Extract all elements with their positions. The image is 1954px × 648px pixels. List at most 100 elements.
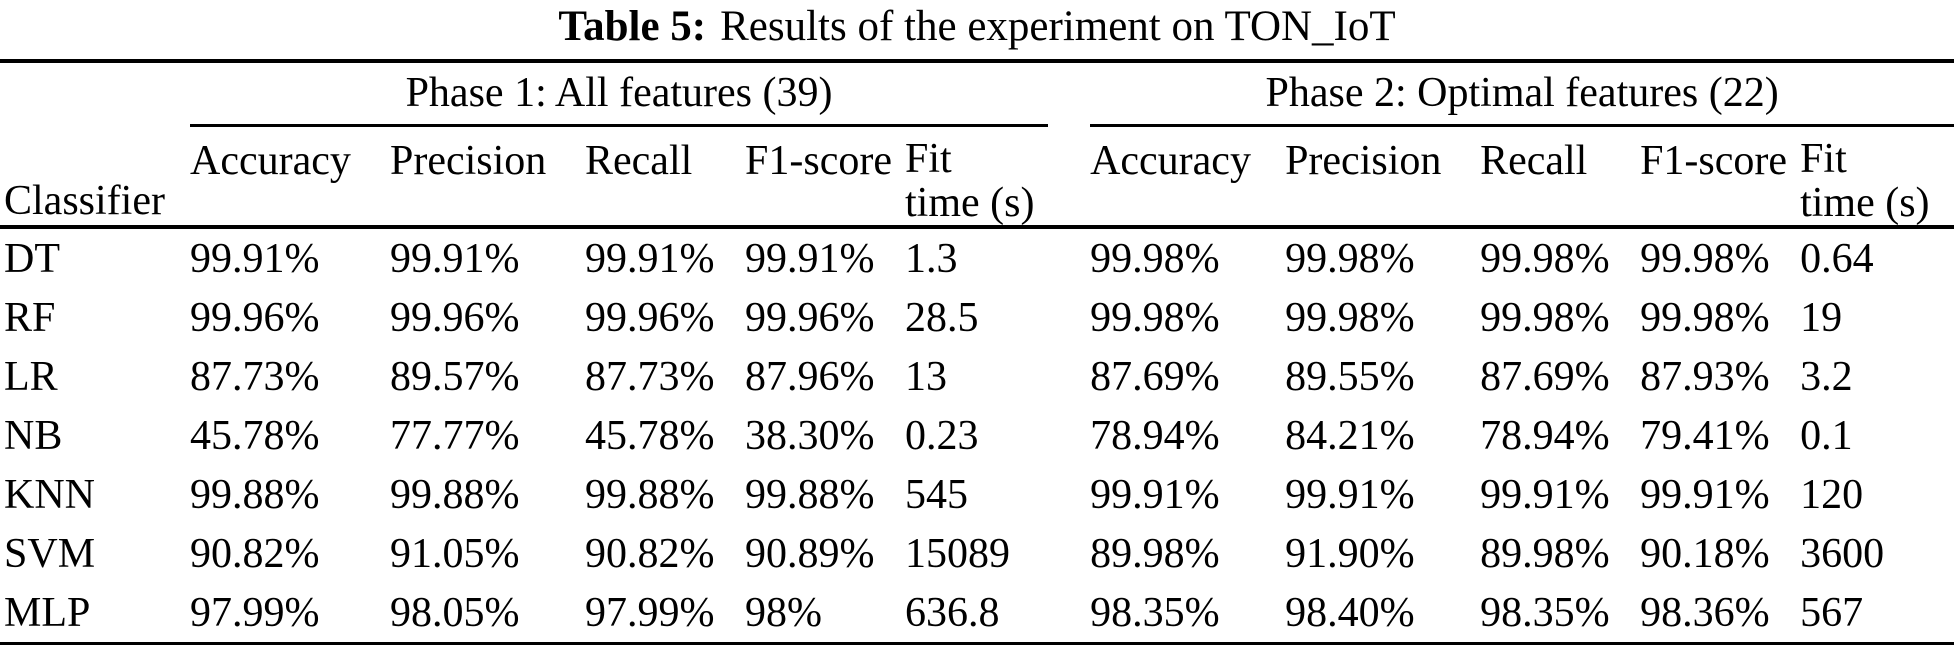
metric-value-cell: 15089 — [905, 530, 1010, 577]
p2-recall-header: Recall — [1480, 127, 1641, 230]
metric-value-cell: 98% — [745, 589, 822, 636]
metric-value-cell: 87.69% — [1090, 353, 1220, 400]
metric-value-cell: 19 — [1800, 294, 1843, 341]
metric-value-cell: 98.35% — [1480, 589, 1610, 636]
phase2-group-label: Phase 2: Optimal features (22) — [1090, 69, 1954, 128]
classifier-cell: SVM — [4, 530, 96, 577]
p2-fit-time-line1: Fit — [1800, 136, 1847, 183]
metric-value-cell: 99.98% — [1285, 294, 1415, 341]
metric-value-cell: 28.5 — [905, 294, 979, 341]
p2-fit-time-header: Fit time (s) — [1800, 127, 1954, 230]
p2-fit-time-line2: time (s) — [1800, 180, 1930, 227]
metric-value-cell: 77.77% — [390, 412, 520, 459]
table-row-mlp: MLP 97.99% 98.05% 97.99% 98% 636.8 98.35… — [0, 583, 1954, 644]
metric-value-cell: 99.91% — [1090, 471, 1220, 518]
metric-value-cell: 99.91% — [390, 235, 520, 282]
metric-value-cell: 99.88% — [190, 471, 320, 518]
p2-precision-header: Precision — [1285, 127, 1481, 230]
metric-value-cell: 3600 — [1800, 530, 1885, 577]
metric-value-cell: 99.98% — [1640, 235, 1770, 282]
group-header-row: Classifier Phase 1: All features (39) Ph… — [0, 61, 1954, 230]
metric-value-cell: 79.41% — [1640, 412, 1770, 459]
metric-value-cell: 98.35% — [1090, 589, 1220, 636]
p1-fit-time-header: Fit time (s) — [905, 127, 1091, 230]
metric-value-cell: 1.3 — [905, 235, 958, 282]
metric-value-cell: 99.98% — [1090, 294, 1220, 341]
metric-value-cell: 98.05% — [390, 589, 520, 636]
p1-fit-time-line2: time (s) — [905, 180, 1035, 227]
metric-header-row: Accuracy Precision Recall F1-score Fit t… — [0, 127, 1954, 230]
table-row-svm: SVM 90.82% 91.05% 90.82% 90.89% 15089 89… — [0, 524, 1954, 583]
phase1-group-label: Phase 1: All features (39) — [190, 69, 1049, 128]
p1-f1-header: F1-score — [745, 127, 905, 230]
metric-value-cell: 545 — [905, 471, 968, 518]
phase1-group-header: Phase 1: All features (39) — [190, 61, 1090, 128]
metric-value-cell: 84.21% — [1285, 412, 1415, 459]
p1-fit-time-line1: Fit — [905, 136, 952, 183]
metric-value-cell: 0.64 — [1800, 235, 1874, 282]
metric-value-cell: 99.88% — [745, 471, 875, 518]
metric-value-cell: 87.73% — [585, 353, 715, 400]
metric-value-cell: 567 — [1800, 589, 1864, 636]
table-row-lr: LR 87.73% 89.57% 87.73% 87.96% 13 87.69%… — [0, 347, 1954, 406]
bottom-rule-gap — [0, 645, 1954, 648]
metric-value-cell: 99.96% — [390, 294, 520, 341]
metric-value-cell: 99.91% — [745, 235, 875, 282]
metric-value-cell: 99.98% — [1480, 294, 1610, 341]
metric-value-cell: 120 — [1800, 471, 1864, 518]
metric-value-cell: 78.94% — [1090, 412, 1220, 459]
metric-value-cell: 636.8 — [905, 589, 1000, 636]
metric-value-cell: 99.96% — [745, 294, 875, 341]
table-row-dt: DT 99.91% 99.91% 99.91% 99.91% 1.3 99.98… — [0, 227, 1954, 288]
metric-value-cell: 90.18% — [1640, 530, 1770, 577]
metric-value-cell: 97.99% — [585, 589, 715, 636]
metric-value-cell: 99.96% — [585, 294, 715, 341]
table-row-knn: KNN 99.88% 99.88% 99.88% 99.88% 545 99.9… — [0, 465, 1954, 524]
metric-value-cell: 3.2 — [1800, 353, 1853, 400]
metric-value-cell: 90.82% — [585, 530, 715, 577]
metric-value-cell: 0.23 — [905, 412, 979, 459]
table-caption-label: Table 5: — [558, 3, 707, 50]
table-row-nb: NB 45.78% 77.77% 45.78% 38.30% 0.23 78.9… — [0, 406, 1954, 465]
results-table: Classifier Phase 1: All features (39) Ph… — [0, 59, 1954, 646]
metric-value-cell: 91.05% — [390, 530, 520, 577]
p2-f1-header: F1-score — [1640, 127, 1801, 230]
metric-value-cell: 89.98% — [1090, 530, 1220, 577]
p1-recall-header: Recall — [585, 127, 745, 230]
metric-value-cell: 45.78% — [190, 412, 320, 459]
metric-value-cell: 45.78% — [585, 412, 715, 459]
metric-value-cell: 78.94% — [1480, 412, 1610, 459]
metric-value-cell: 0.1 — [1800, 412, 1853, 459]
metric-value-cell: 98.36% — [1640, 589, 1770, 636]
metric-value-cell: 99.88% — [585, 471, 715, 518]
metric-value-cell: 90.82% — [190, 530, 320, 577]
classifier-cell: RF — [4, 294, 56, 341]
metric-value-cell: 38.30% — [745, 412, 875, 459]
metric-value-cell: 99.91% — [1480, 471, 1610, 518]
phase2-group-header: Phase 2: Optimal features (22) — [1090, 61, 1954, 128]
classifier-cell: NB — [4, 412, 63, 459]
metric-value-cell: 99.88% — [390, 471, 520, 518]
p1-accuracy-header: Accuracy — [190, 127, 390, 230]
p2-accuracy-header: Accuracy — [1090, 127, 1286, 230]
metric-value-cell: 87.96% — [745, 353, 875, 400]
classifier-cell: MLP — [4, 589, 91, 636]
metric-value-cell: 87.69% — [1480, 353, 1610, 400]
metric-value-cell: 99.98% — [1285, 235, 1415, 282]
metric-value-cell: 99.91% — [190, 235, 320, 282]
metric-value-cell: 89.98% — [1480, 530, 1610, 577]
metric-value-cell: 90.89% — [745, 530, 875, 577]
metric-value-cell: 99.98% — [1090, 235, 1220, 282]
metric-value-cell: 98.40% — [1285, 589, 1415, 636]
metric-value-cell: 99.96% — [190, 294, 320, 341]
metric-value-cell: 99.91% — [1285, 471, 1415, 518]
metric-value-cell: 91.90% — [1285, 530, 1415, 577]
p1-precision-header: Precision — [390, 127, 585, 230]
metric-value-cell: 87.73% — [190, 353, 320, 400]
metric-value-cell: 99.91% — [1640, 471, 1770, 518]
classifier-cell: DT — [4, 235, 60, 282]
metric-value-cell: 97.99% — [190, 589, 320, 636]
table-row-rf: RF 99.96% 99.96% 99.96% 99.96% 28.5 99.9… — [0, 288, 1954, 347]
classifier-cell: KNN — [4, 471, 95, 518]
metric-value-cell: 99.98% — [1480, 235, 1610, 282]
